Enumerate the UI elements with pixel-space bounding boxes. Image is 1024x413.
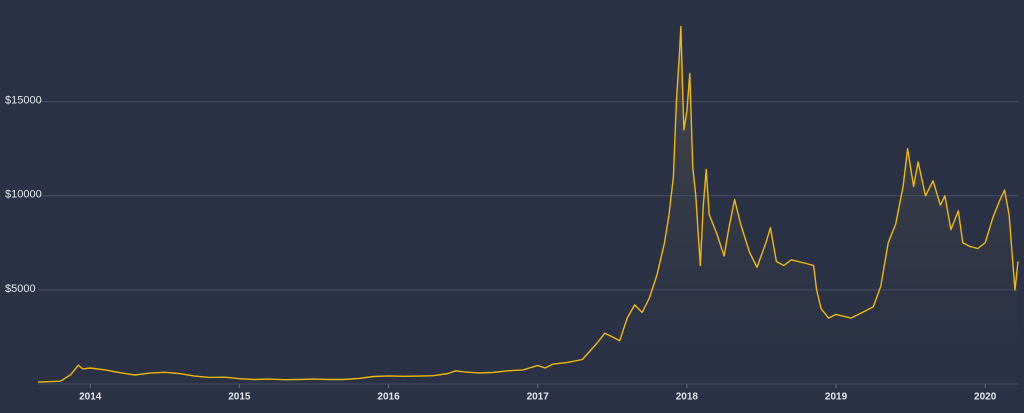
y-tick-label: $15000 xyxy=(5,95,42,107)
x-tick-label: 2016 xyxy=(377,392,400,403)
x-tick-label: 2018 xyxy=(676,392,699,403)
y-tick-label: $5000 xyxy=(5,283,36,295)
x-tick-label: 2017 xyxy=(527,392,550,403)
area xyxy=(38,26,1018,385)
price-line xyxy=(37,25,1019,383)
x-tick-label: 2020 xyxy=(974,392,997,403)
x-tick-label: 2014 xyxy=(79,392,102,403)
y-tick-label: $10000 xyxy=(5,189,42,201)
x-tick-label: 2019 xyxy=(825,392,848,403)
x-tick-label: 2015 xyxy=(228,392,251,403)
